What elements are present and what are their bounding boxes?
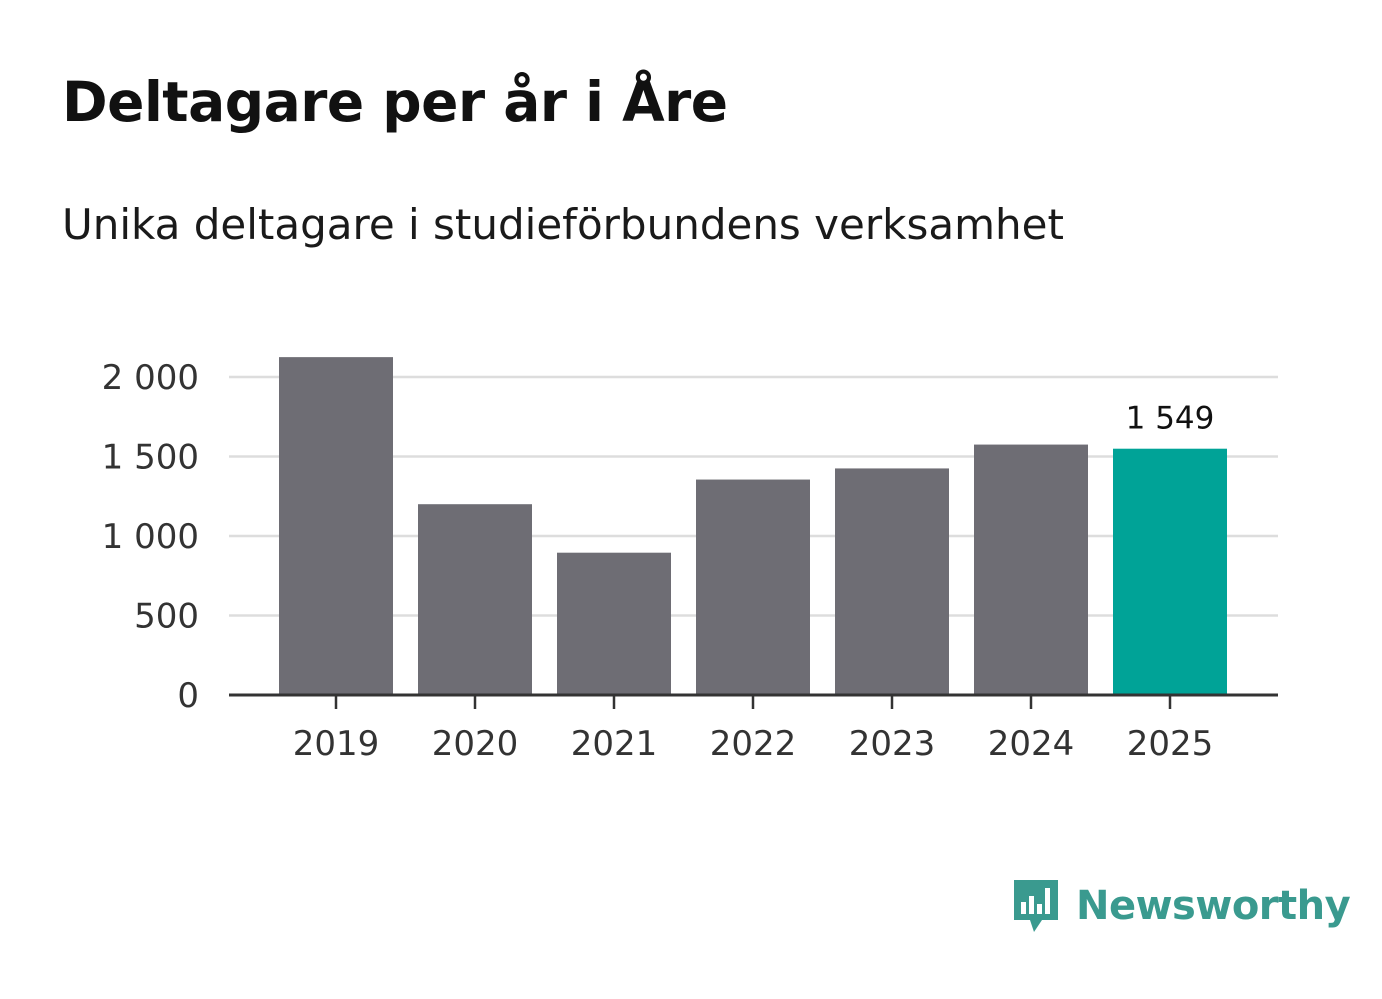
y-tick-label: 1 500 xyxy=(102,438,199,478)
chart-title: Deltagare per år i Åre xyxy=(62,70,728,134)
bar-2021 xyxy=(557,552,671,695)
y-tick-label: 1 000 xyxy=(102,517,199,557)
x-tick-label: 2021 xyxy=(571,724,658,764)
bar-2025 xyxy=(1113,448,1227,695)
x-tick-label: 2023 xyxy=(849,724,936,764)
bar-2019 xyxy=(279,357,393,695)
x-tick-label: 2020 xyxy=(432,724,519,764)
x-tick-label: 2019 xyxy=(293,724,380,764)
x-tick-label: 2024 xyxy=(988,724,1075,764)
data-label-2025: 1 549 xyxy=(1126,401,1215,437)
bar-2023 xyxy=(835,468,949,695)
x-tick-label: 2025 xyxy=(1127,724,1214,764)
bar-2020 xyxy=(418,504,532,695)
chart-subtitle: Unika deltagare i studieförbundens verks… xyxy=(62,200,1064,249)
y-tick-label: 2 000 xyxy=(102,358,199,398)
y-tick-label: 500 xyxy=(134,597,199,637)
bars xyxy=(279,357,1227,695)
y-axis-labels: 0 500 1 000 1 500 2 000 xyxy=(102,358,199,716)
x-axis xyxy=(229,693,1278,709)
bar-2024 xyxy=(974,444,1088,695)
x-tick-label: 2022 xyxy=(710,724,797,764)
brand-name: Newsworthy xyxy=(1076,883,1351,929)
bar-2022 xyxy=(696,479,810,695)
newsworthy-logo: Newsworthy xyxy=(1010,876,1351,936)
x-axis-labels: 2019 2020 2021 2022 2023 2024 2025 xyxy=(293,724,1214,764)
data-labels: 1 549 xyxy=(1126,401,1215,437)
y-tick-label: 0 xyxy=(177,676,199,716)
bar-chart-speech-bubble-icon xyxy=(1014,880,1058,932)
